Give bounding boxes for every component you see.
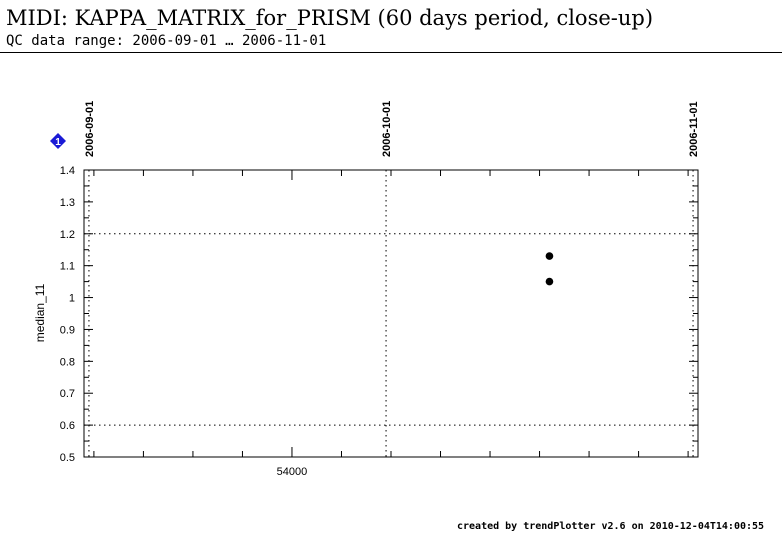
header-divider <box>0 52 782 53</box>
y-axis-label: median_11 <box>33 283 47 342</box>
y-tick-label: 1 <box>69 293 75 305</box>
y-tick-label: 1.4 <box>60 165 75 177</box>
x-tick-label: 54000 <box>277 466 308 478</box>
data-point <box>545 277 554 286</box>
date-marker-label: 2006-09-01 <box>84 101 96 157</box>
y-tick-label: 0.7 <box>60 388 75 400</box>
footer-credit: created by trendPlotter v2.6 on 2010-12-… <box>457 521 765 532</box>
date-marker-label: 2006-11-01 <box>688 101 700 157</box>
page-title: MIDI: KAPPA_MATRIX_for_PRISM (60 days pe… <box>6 6 654 30</box>
page-subtitle: QC data range: 2006-09-01 … 2006-11-01 <box>6 33 327 49</box>
data-point <box>545 252 554 260</box>
y-tick-label: 0.8 <box>60 356 75 368</box>
plot-frame <box>83 169 699 458</box>
y-tick-label: 0.5 <box>60 452 75 464</box>
y-tick-label: 1.2 <box>60 229 75 241</box>
badge-label: 1 <box>55 137 61 148</box>
badge-diamond-icon <box>50 133 66 149</box>
date-marker-label: 2006-10-01 <box>381 101 393 157</box>
y-tick-label: 1.3 <box>60 197 75 209</box>
y-tick-label: 0.9 <box>60 324 75 336</box>
y-tick-label: 1.1 <box>60 261 75 273</box>
y-tick-label: 0.6 <box>60 420 75 432</box>
